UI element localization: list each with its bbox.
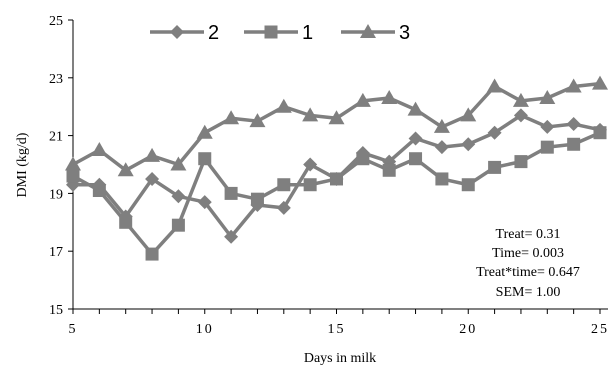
data-point-triangle (328, 110, 345, 125)
data-point-triangle (460, 107, 477, 122)
data-point-triangle (275, 98, 292, 113)
data-point-triangle (249, 113, 266, 128)
data-point-diamond (461, 137, 476, 152)
data-point-square (330, 172, 343, 186)
data-point-triangle (433, 118, 450, 133)
data-point-diamond (197, 195, 212, 210)
data-point-triangle (302, 107, 319, 122)
y-tick-label: 17 (49, 245, 63, 260)
x-tick-label: 5 (69, 322, 78, 337)
y-tick-label: 15 (49, 303, 63, 318)
x-tick-label: 15 (328, 322, 346, 337)
data-point-triangle (223, 110, 240, 125)
data-point-triangle (486, 78, 503, 93)
data-point-diamond (276, 200, 291, 215)
data-point-diamond (540, 119, 555, 134)
data-point-square (382, 163, 396, 177)
series-3 (65, 75, 608, 177)
stat-treat: Treat= 0.31 (496, 227, 561, 242)
data-point-square (250, 192, 264, 206)
y-tick-label: 19 (49, 187, 63, 202)
legend-label-2: 2 (208, 22, 219, 44)
data-point-square (593, 126, 607, 140)
data-point-diamond (566, 117, 581, 132)
series-1 (66, 126, 607, 261)
data-point-triangle (170, 156, 187, 171)
data-point-square (171, 218, 185, 232)
legend-marker-triangle (360, 24, 376, 38)
legend-marker-diamond (170, 25, 184, 39)
data-point-triangle (512, 92, 529, 107)
data-point-square (224, 186, 238, 200)
x-axis-title: Days in milk (304, 351, 376, 366)
data-point-square (92, 184, 106, 198)
y-tick-label: 25 (49, 14, 63, 29)
data-point-square (567, 137, 581, 151)
x-tick-label: 20 (459, 322, 477, 337)
data-point-triangle (65, 156, 81, 171)
data-point-triangle (144, 147, 161, 162)
data-point-diamond (224, 229, 239, 244)
data-point-square (119, 215, 133, 229)
data-point-diamond (303, 157, 318, 172)
data-point-triangle (592, 75, 608, 90)
data-point-square (198, 152, 212, 166)
data-point-square (356, 152, 370, 166)
data-point-square (303, 178, 317, 192)
x-tick-label: 10 (196, 322, 214, 337)
stat-treat-time: Treat*time= 0.647 (476, 265, 580, 280)
y-axis-title: DMI (kg/d) (15, 132, 30, 197)
legend-label-3: 3 (399, 22, 410, 44)
data-point-triangle (354, 92, 371, 107)
data-point-square (277, 178, 291, 192)
data-point-square (540, 140, 554, 154)
data-point-diamond (408, 131, 423, 146)
data-point-square (145, 247, 159, 261)
data-point-diamond (145, 171, 160, 186)
data-point-square (461, 178, 475, 192)
series-layer (65, 75, 608, 261)
data-point-square (514, 155, 528, 169)
data-point-diamond (513, 108, 528, 123)
y-tick-label: 23 (49, 72, 63, 87)
legend-marker-square (264, 25, 278, 39)
data-point-square (66, 169, 80, 183)
y-tick-label: 21 (49, 130, 63, 145)
data-point-diamond (171, 189, 186, 204)
legend-label-1: 1 (302, 22, 313, 44)
data-point-square (409, 152, 423, 166)
data-point-triangle (565, 78, 582, 93)
data-point-diamond (487, 125, 502, 140)
data-point-triangle (381, 90, 398, 105)
stat-time: Time= 0.003 (492, 246, 564, 261)
data-point-triangle (91, 142, 108, 157)
data-point-square (488, 160, 502, 174)
data-point-triangle (539, 90, 556, 105)
legend: 2 1 3 (150, 22, 410, 44)
data-point-triangle (196, 124, 213, 139)
statistics-box: Treat= 0.31 Time= 0.003 Treat*time= 0.64… (476, 227, 580, 300)
stat-sem: SEM= 1.00 (496, 285, 561, 300)
data-point-diamond (434, 140, 449, 155)
data-point-square (435, 172, 449, 186)
data-point-triangle (407, 101, 424, 116)
x-tick-label: 25 (591, 322, 608, 337)
data-point-triangle (117, 162, 134, 177)
